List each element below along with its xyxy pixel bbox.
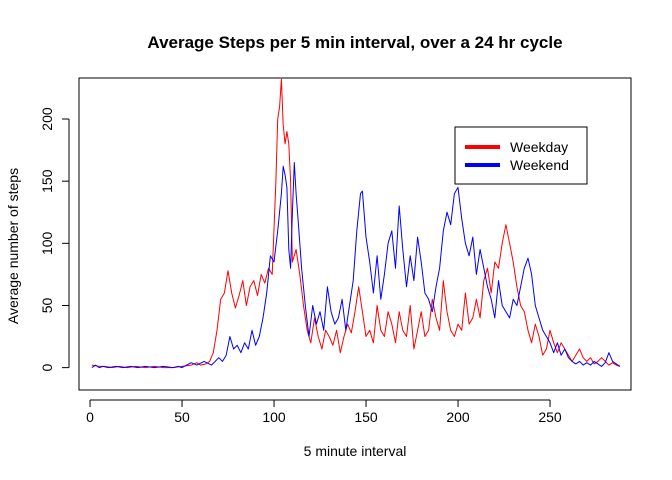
legend: Weekday Weekend [454,126,588,185]
x-axis-label: 5 minute interval [304,443,407,459]
series-line-weekend [91,162,621,369]
plot-frame [78,77,632,391]
x-tick-label: 50 [174,409,190,425]
x-tick-label: 250 [538,409,562,425]
y-tick-label: 50 [39,297,55,313]
legend-box [454,126,588,185]
chart-title: Average Steps per 5 min interval, over a… [147,33,562,52]
legend-label-weekend: Weekend [510,157,569,173]
plot-area: 0 50 100 150 200 250 0 50 100 150 200 [39,77,632,425]
x-tick-label: 200 [446,409,470,425]
y-tick-label: 150 [39,169,55,193]
legend-label-weekday: Weekday [510,139,568,155]
y-axis-label: Average number of steps [5,168,21,324]
series-line-weekday [91,78,621,369]
x-tick-label: 100 [262,409,286,425]
y-tick-label: 100 [39,231,55,255]
y-tick-label: 0 [39,364,55,372]
x-tick-label: 150 [354,409,378,425]
x-tick-label: 0 [86,409,94,425]
y-tick-label: 200 [39,107,55,131]
